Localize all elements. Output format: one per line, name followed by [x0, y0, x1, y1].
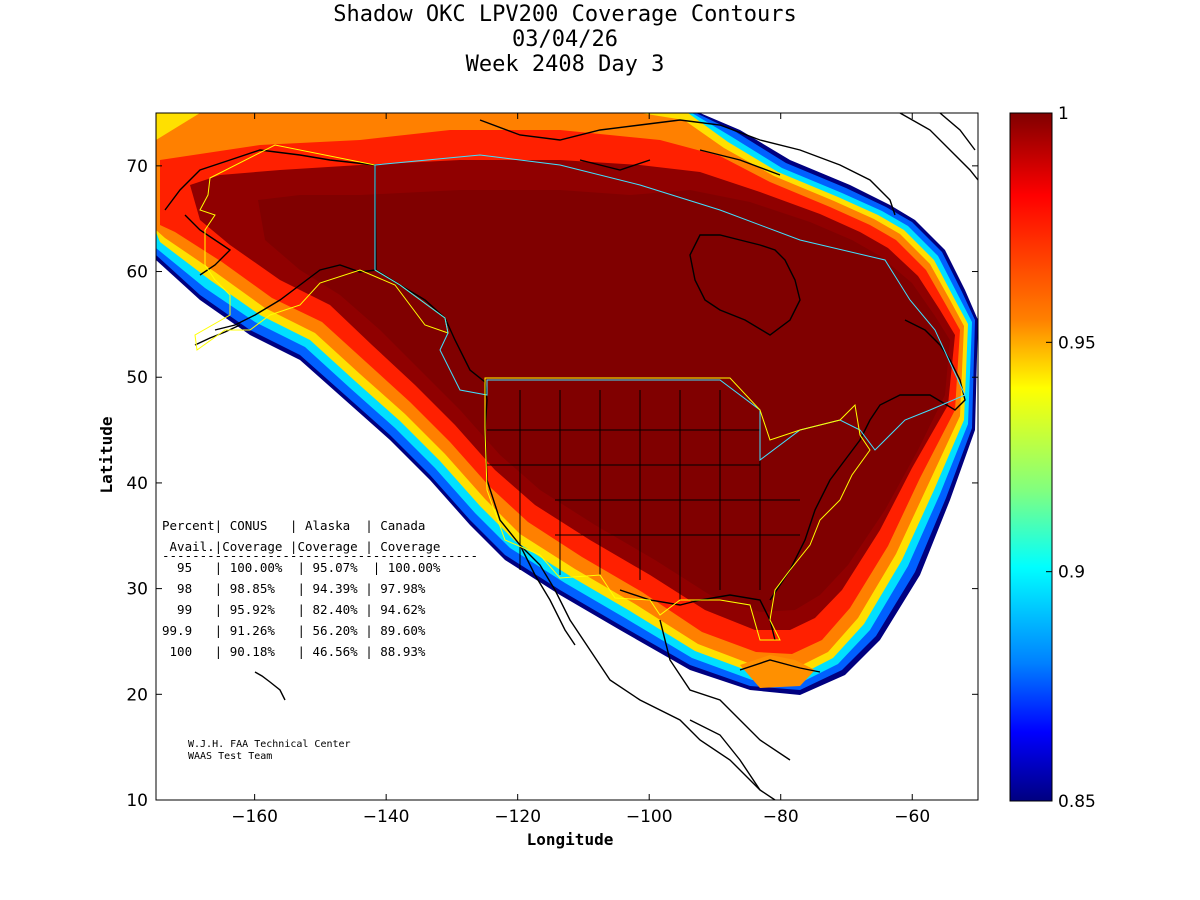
- y-axis: 10 20 30 40 50 60 70: [126, 157, 978, 811]
- x-tick-label: −120: [494, 807, 541, 827]
- coverage-table: Percent| CONUS | Alaska | Canada Avail.|…: [162, 518, 478, 659]
- y-tick-label: 60: [126, 263, 148, 283]
- table-header-2: Avail.|Coverage |Coverage | Coverage: [162, 539, 440, 554]
- table-divider: ----------------------------------------…: [162, 548, 478, 563]
- y-axis-label: Latitude: [97, 416, 116, 493]
- coastline-baja: [519, 544, 576, 646]
- y-tick-label: 50: [126, 368, 148, 388]
- contour-max: [258, 190, 950, 612]
- coastline-westcoast: [375, 269, 761, 791]
- coastline-arctic: [479, 119, 896, 216]
- chart-date: 03/04/26: [512, 27, 618, 52]
- credit-line-1: W.J.H. FAA Technical Center: [188, 739, 351, 750]
- coastline-greenland: [899, 113, 978, 181]
- hawaii: [254, 671, 286, 701]
- colorbar: [1009, 112, 1053, 802]
- cuba: [739, 659, 821, 673]
- coastlines: [164, 113, 978, 800]
- colorbar-ticks: 1 0.95 0.9 0.85: [1046, 104, 1096, 812]
- coastline-gulf: [619, 589, 791, 761]
- x-tick-label: −60: [894, 807, 930, 827]
- credit-line-2: WAAS Test Team: [188, 751, 272, 762]
- table-row: 95 | 100.00% | 95.07% | 100.00%: [162, 560, 441, 575]
- x-tick-label: −80: [763, 807, 799, 827]
- state-borders: [487, 390, 800, 600]
- chart-week-day: Week 2408 Day 3: [465, 52, 665, 77]
- colorbar-tick-label: 0.95: [1058, 333, 1096, 353]
- colorbar-tick-label: 0.85: [1058, 792, 1096, 812]
- y-tick-label: 10: [126, 791, 148, 811]
- x-tick-label: −160: [231, 807, 278, 827]
- x-tick-label: −100: [626, 807, 673, 827]
- coastline-east: [769, 319, 966, 601]
- y-tick-label: 30: [126, 580, 148, 600]
- x-tick-label: −140: [363, 807, 410, 827]
- coastline-hudson: [689, 234, 801, 336]
- x-axis-label: Longitude: [527, 830, 614, 849]
- central-america: [689, 719, 776, 800]
- colorbar-tick-label: 1: [1058, 104, 1069, 124]
- table-row: 99.9 | 91.26% | 56.20% | 89.60%: [162, 623, 426, 638]
- chart-title: Shadow OKC LPV200 Coverage Contours: [333, 2, 797, 27]
- coverage-contours: [156, 113, 978, 695]
- colorbar-tick-label: 0.9: [1058, 563, 1085, 583]
- table-row: 99 | 95.92% | 82.40% | 94.62%: [162, 602, 426, 617]
- y-tick-label: 40: [126, 474, 148, 494]
- y-tick-label: 20: [126, 685, 148, 705]
- plot-frame: [155, 112, 979, 801]
- x-axis: −160 −140 −120 −100 −80 −60: [231, 113, 930, 827]
- table-row: 100 | 90.18% | 46.56% | 88.93%: [162, 644, 426, 659]
- y-tick-label: 70: [126, 157, 148, 177]
- region-outlines: [194, 144, 966, 641]
- table-header-1: Percent| CONUS | Alaska | Canada: [162, 518, 425, 533]
- table-row: 98 | 98.85% | 94.39% | 97.98%: [162, 581, 426, 596]
- conus-region-outline: [484, 377, 871, 641]
